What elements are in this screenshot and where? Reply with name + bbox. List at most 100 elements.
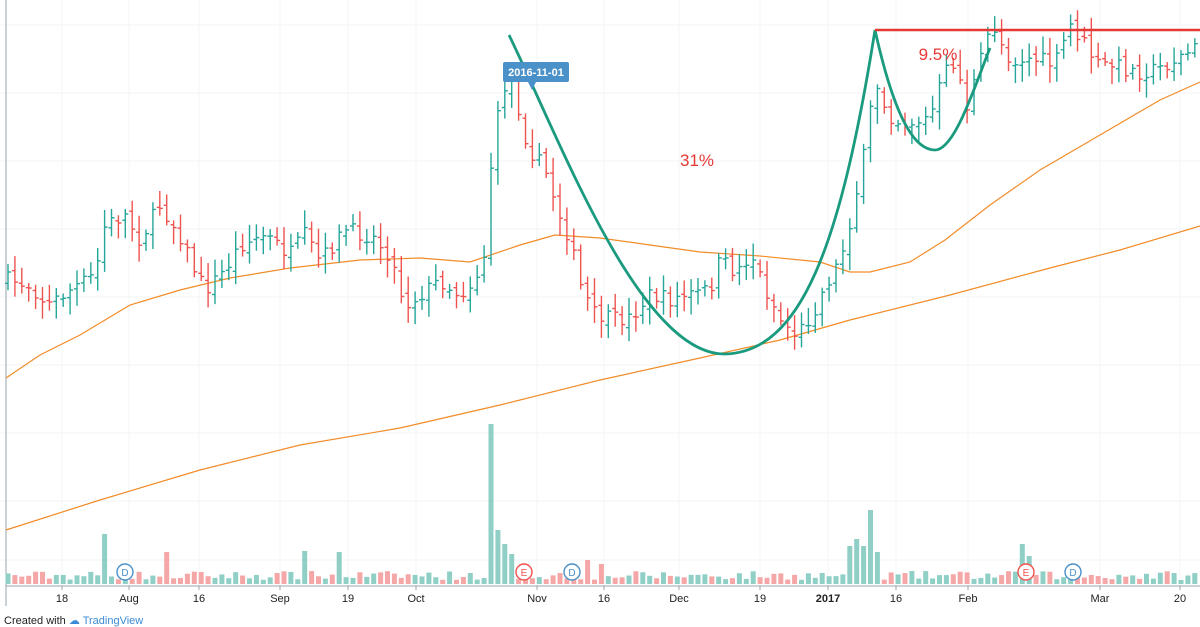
ohlc-bar bbox=[94, 247, 101, 291]
ohlc-bar bbox=[660, 275, 667, 315]
volume-bar bbox=[730, 578, 735, 584]
ohlc-bar bbox=[115, 215, 122, 239]
ohlc-bar bbox=[1122, 49, 1129, 83]
handle-gain-label: 9.5% bbox=[919, 45, 958, 64]
volume-bar bbox=[260, 579, 266, 584]
volume-bar bbox=[654, 578, 660, 584]
volume-bar bbox=[405, 574, 411, 584]
ohlc-bar bbox=[1115, 46, 1122, 83]
volume-bar bbox=[564, 578, 570, 584]
cup-curve bbox=[507, 29, 877, 356]
volume-bar bbox=[1081, 577, 1087, 584]
volume-bar bbox=[440, 579, 446, 584]
volume-bar bbox=[1130, 575, 1136, 584]
ohlc-bar bbox=[591, 278, 598, 324]
ohlc-bar bbox=[5, 263, 11, 291]
volume-bar bbox=[1150, 578, 1156, 584]
x-tick-label: 16 bbox=[890, 593, 902, 605]
ohlc-bar bbox=[481, 245, 488, 283]
volume-bar bbox=[26, 575, 32, 584]
volume-bar bbox=[757, 577, 763, 584]
volume-bar bbox=[474, 579, 480, 584]
event-marker: D bbox=[116, 563, 134, 581]
tradingview-brand[interactable]: ☁ TradingView bbox=[68, 615, 144, 627]
ohlc-bar bbox=[391, 248, 398, 284]
ohlc-bar bbox=[198, 256, 205, 282]
ohlc-bar bbox=[839, 239, 846, 275]
volume-bar bbox=[267, 577, 273, 584]
ohlc-bar bbox=[1184, 43, 1191, 61]
volume-bar bbox=[1054, 579, 1060, 584]
volume-bar bbox=[523, 577, 528, 584]
ohlc-bar bbox=[895, 119, 902, 132]
ohlc-bar bbox=[929, 95, 936, 123]
ohlc-bar bbox=[881, 87, 888, 114]
volume-bar bbox=[302, 551, 308, 584]
ohlc-bar bbox=[674, 281, 681, 318]
volume-bar bbox=[5, 573, 11, 584]
volume-bar bbox=[433, 577, 439, 584]
volume-bar bbox=[309, 571, 315, 584]
ohlc-bar bbox=[888, 99, 895, 135]
ohlc-bar bbox=[908, 118, 915, 145]
volume-bar bbox=[426, 572, 432, 584]
volume-bar bbox=[992, 577, 998, 584]
volume-bar bbox=[233, 572, 239, 584]
volume-bar bbox=[916, 578, 922, 584]
ohlc-bar bbox=[350, 214, 356, 232]
x-tick-label: Dec bbox=[669, 593, 689, 605]
volume-bar bbox=[219, 574, 225, 584]
event-marker: D bbox=[563, 563, 581, 581]
volume-bar bbox=[1157, 572, 1163, 584]
x-tick-label: Oct bbox=[407, 593, 424, 605]
event-marker-circle bbox=[1017, 563, 1035, 581]
volume-bar bbox=[943, 575, 949, 584]
volume-bar bbox=[709, 576, 715, 584]
ohlc-bar bbox=[129, 200, 136, 242]
ohlc-bar bbox=[853, 181, 860, 233]
volume-bar bbox=[1192, 573, 1198, 584]
ohlc-bar bbox=[612, 293, 619, 327]
ohlc-bar bbox=[522, 113, 529, 149]
ohlc-bar bbox=[833, 259, 839, 293]
volume-bar bbox=[667, 575, 673, 584]
ohlc-bar bbox=[701, 280, 708, 297]
ohlc-bar bbox=[867, 100, 874, 163]
volume-bar bbox=[812, 577, 818, 584]
ohlc-bar bbox=[218, 259, 225, 288]
ohlc-bar bbox=[239, 233, 246, 257]
volume-bar bbox=[171, 578, 177, 584]
ohlc-bar bbox=[550, 157, 557, 212]
ohlc-bar bbox=[343, 224, 350, 246]
ohlc-bar bbox=[460, 281, 467, 303]
ohlc-bar bbox=[1191, 38, 1198, 58]
volume-bar bbox=[398, 577, 404, 584]
volume-bar bbox=[957, 571, 963, 584]
volume-bar bbox=[371, 573, 377, 584]
ohlc-bar bbox=[1143, 63, 1150, 98]
volume-bar bbox=[143, 579, 149, 584]
volume-bar bbox=[240, 575, 246, 584]
volume-bar bbox=[88, 571, 94, 584]
volume-bar bbox=[40, 571, 45, 584]
ohlc-bar bbox=[163, 194, 170, 226]
volume-bar bbox=[419, 576, 425, 584]
volume-bar bbox=[350, 577, 356, 584]
ohlc-bar bbox=[232, 231, 239, 285]
ohlc-bar bbox=[764, 260, 770, 310]
volume-bar bbox=[33, 571, 39, 584]
volume-bar bbox=[212, 577, 218, 584]
ohlc-bar bbox=[1012, 57, 1019, 84]
ohlc-bar bbox=[287, 233, 294, 272]
ohlc-bar bbox=[474, 264, 481, 296]
volume-bar bbox=[136, 571, 142, 584]
ohlc-bar bbox=[915, 116, 922, 144]
volume-bar bbox=[626, 575, 632, 584]
volume-bar bbox=[605, 576, 611, 584]
volume-bar bbox=[378, 572, 384, 584]
ohlc-bar bbox=[453, 282, 460, 309]
volume-bar bbox=[964, 572, 970, 584]
volume-bar bbox=[447, 571, 453, 584]
volume-bar bbox=[12, 575, 18, 584]
volume-bar bbox=[1095, 576, 1101, 584]
